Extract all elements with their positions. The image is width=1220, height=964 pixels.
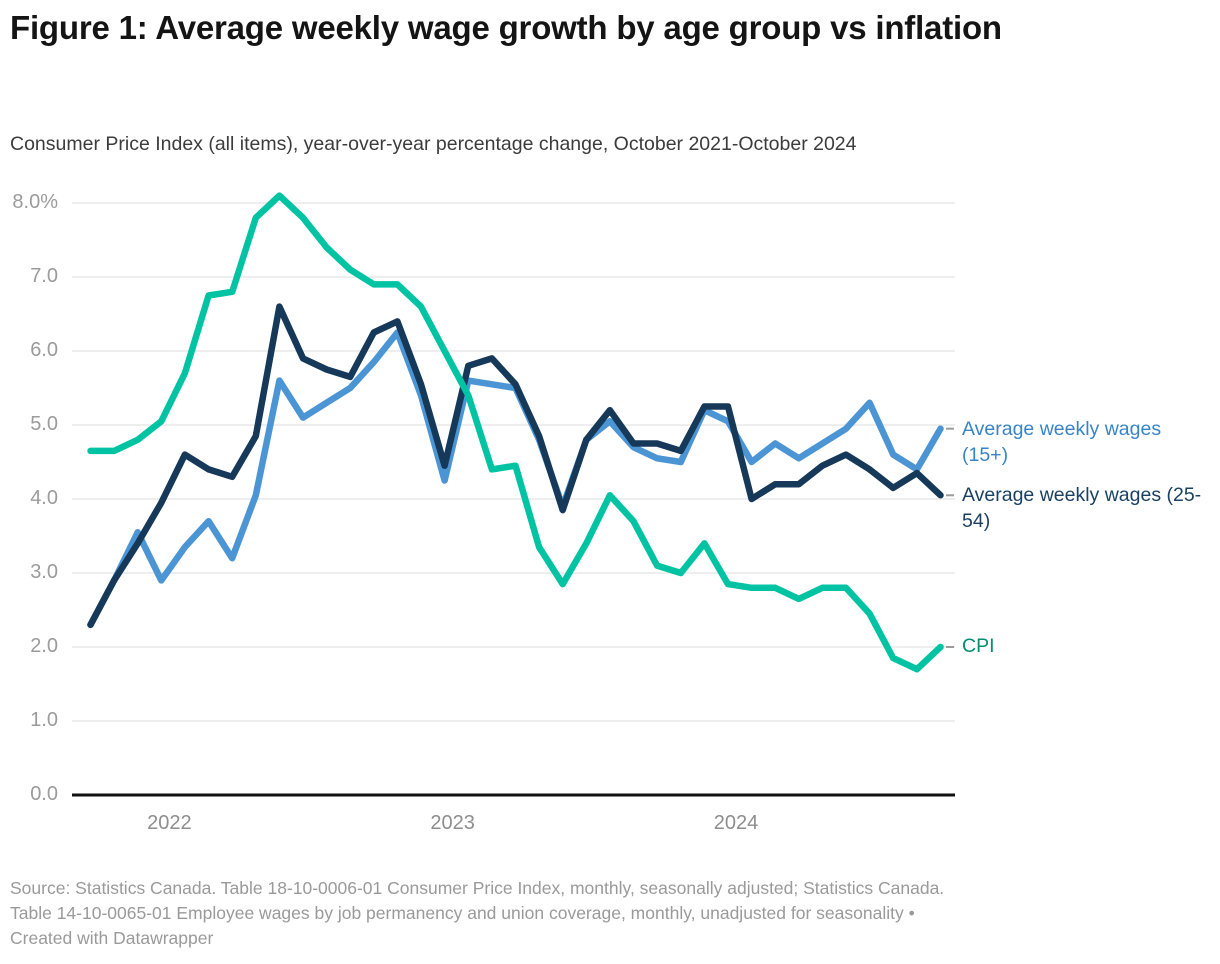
y-tick-label: 6.0 — [30, 339, 58, 361]
source-line: Table 14-10-0065-01 Employee wages by jo… — [10, 903, 915, 923]
x-tick-label: 2024 — [713, 812, 759, 834]
y-tick-label: 5.0 — [30, 413, 58, 435]
series-label-cpi: CPI — [962, 635, 995, 657]
y-tick-label: 4.0 — [30, 487, 58, 509]
y-tick-label: 1.0 — [30, 709, 58, 731]
chart-title: Figure 1: Average weekly wage growth by … — [10, 9, 1002, 46]
series-label-wages-25-54: Average weekly wages (25-54) — [962, 484, 1202, 532]
line-wages-15plus — [87, 329, 944, 629]
y-tick-label: 2.0 — [30, 635, 58, 657]
x-tick-label: 2022 — [147, 812, 192, 834]
line-cpi — [87, 192, 944, 673]
source-line: Created with Datawrapper — [10, 928, 214, 948]
x-tick-label: 2023 — [430, 812, 475, 834]
y-tick-label: 7.0 — [30, 265, 58, 287]
chart-subtitle: Consumer Price Index (all items), year-o… — [10, 133, 857, 155]
y-tick-label: 0.0 — [30, 783, 58, 805]
y-tick-label: 3.0 — [30, 561, 58, 583]
series-label-wages-15plus: Average weekly wages (15+) — [962, 418, 1162, 466]
source-line: Source: Statistics Canada. Table 18-10-0… — [10, 878, 945, 898]
y-tick-label: 8.0% — [12, 191, 58, 213]
source-note: Source: Statistics Canada. Table 18-10-0… — [10, 876, 1210, 951]
line-wages-25-54 — [87, 303, 944, 629]
